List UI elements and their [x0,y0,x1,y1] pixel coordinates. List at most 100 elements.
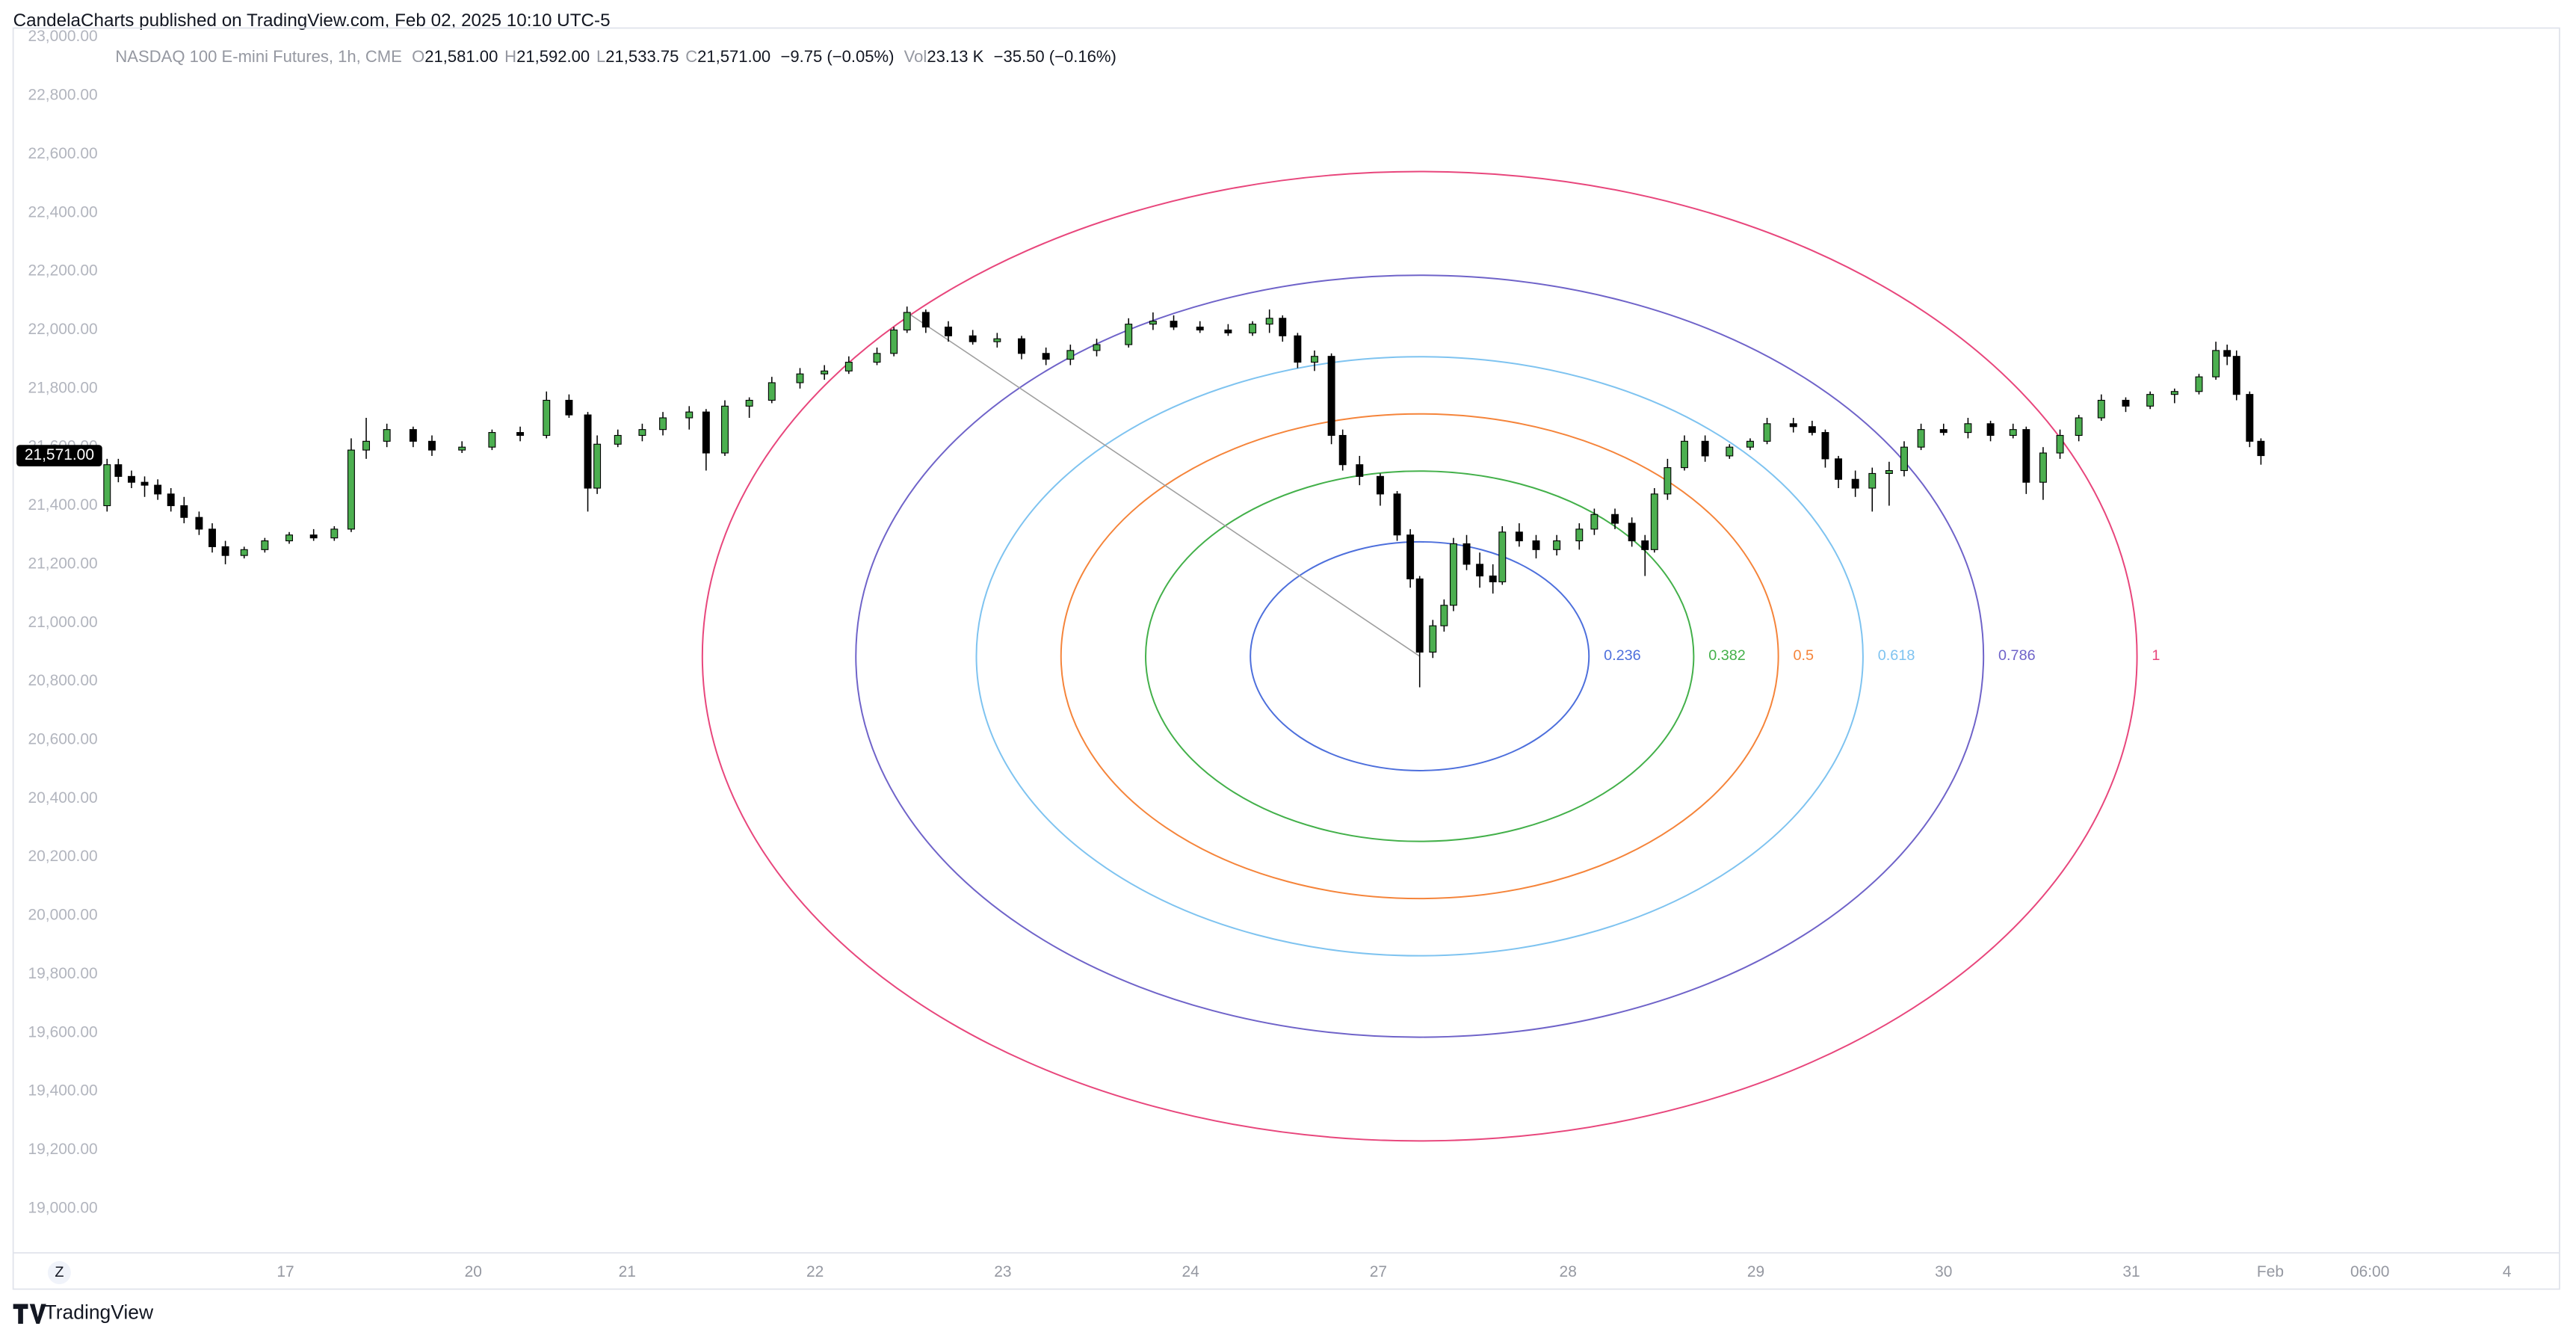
brand: TradingView [45,1301,154,1324]
y-tick-label: 20,200.00 [28,848,97,865]
open: 21,581.00 [424,47,498,66]
candle-body [347,449,355,530]
y-tick-label: 19,000.00 [28,1199,97,1216]
candle-body [2223,350,2231,357]
x-tick-label: 20 [465,1263,482,1280]
candle-body [1726,446,1734,457]
candle-body [127,475,135,483]
candle-body [1170,321,1178,328]
candle-body [614,434,622,445]
candle-body [1641,540,1649,550]
candle-body [745,399,753,407]
candle-body [1900,446,1908,472]
candle-body [993,338,1001,342]
candle-body [1835,458,1843,480]
candle-body [1042,353,1050,360]
x-tick-label: 4 [2503,1263,2512,1280]
zoom-button[interactable] [47,1261,71,1285]
fib-circle [855,274,1985,1038]
candle-body [221,546,229,556]
candle-body [1476,564,1484,577]
y-tick-label: 22,000.00 [28,321,97,338]
candle-body [1650,493,1658,550]
candle-body [2232,356,2240,395]
candle-body [2097,399,2105,419]
candle-body [1611,514,1619,524]
volume: 23.13 K [927,47,983,66]
candle-body [180,505,188,518]
candle-body [458,446,466,451]
vol-label: Vol [904,47,927,66]
fib-level-label: 0.236 [1604,647,1641,664]
candle-body [1125,324,1133,345]
candle-body [1701,440,1709,457]
candle-body [721,405,729,454]
candle-body [2056,434,2064,454]
fib-circle [701,170,2138,1142]
candle-body [114,464,123,477]
fib-circle [1060,413,1779,900]
x-tick-label: 22 [806,1263,824,1280]
candle-body [488,432,496,448]
fib-level-label: 0.618 [1878,647,1915,664]
candle-body [1018,338,1025,354]
candle-body [2170,391,2178,395]
y-tick-label: 21,200.00 [28,555,97,572]
candle-body [685,411,694,419]
last-price-badge [16,445,102,466]
candle-body [1498,531,1507,582]
candle-body [1939,429,1948,434]
candle-body [1327,356,1335,437]
candle-body [1664,467,1672,495]
candle-body [1393,493,1401,536]
candle-body [1489,576,1497,582]
candle-body [140,481,149,486]
candle-body [584,414,592,489]
candle-body [1249,324,1257,333]
candle-body [2146,394,2155,407]
y-tick-label: 20,800.00 [28,672,97,689]
x-tick-label: 06:00 [2350,1263,2389,1280]
fib-circle [975,356,1864,957]
candle-body [890,329,898,354]
plot-area [103,170,2265,1142]
candle-body [2257,440,2265,457]
candle-body [167,493,175,507]
candle-body [1338,434,1347,466]
candle-body [154,484,162,495]
candle-body [1093,344,1101,351]
zoom-label[interactable]: Z [55,1264,64,1280]
candle-body [1590,514,1599,530]
candle-body [1789,423,1797,428]
candle-body [1808,426,1816,434]
h-label: H [504,47,516,66]
candle-body [1821,432,1829,460]
candle-body [1763,423,1771,442]
x-tick-label: 21 [619,1263,636,1280]
candle-body [2039,452,2047,483]
candle-body [945,326,952,336]
x-tick-label: 30 [1935,1263,1952,1280]
candle-body [2212,350,2220,377]
candle-body [1575,528,1584,542]
y-tick-label: 20,000.00 [28,907,97,924]
y-tick-label: 21,000.00 [28,614,97,631]
candle-body [903,312,911,331]
published-line: CandelaCharts published on TradingView.c… [13,10,611,31]
y-tick-label: 20,400.00 [28,789,97,807]
candle-body [1224,329,1232,333]
candle-body [767,382,776,401]
candle-body [195,517,203,530]
candle-body [702,411,710,454]
fib-level-label: 0.786 [1998,647,2036,664]
candle-body [873,353,881,363]
candle-body [1279,318,1287,336]
high: 21,592.00 [516,47,590,66]
candle-body [1515,531,1523,542]
change: −9.75 (−0.05%) [780,47,894,66]
candle-body [2122,399,2130,407]
candle-body [821,370,829,374]
candle-body [1265,318,1273,325]
fib-circle [1250,540,1590,771]
